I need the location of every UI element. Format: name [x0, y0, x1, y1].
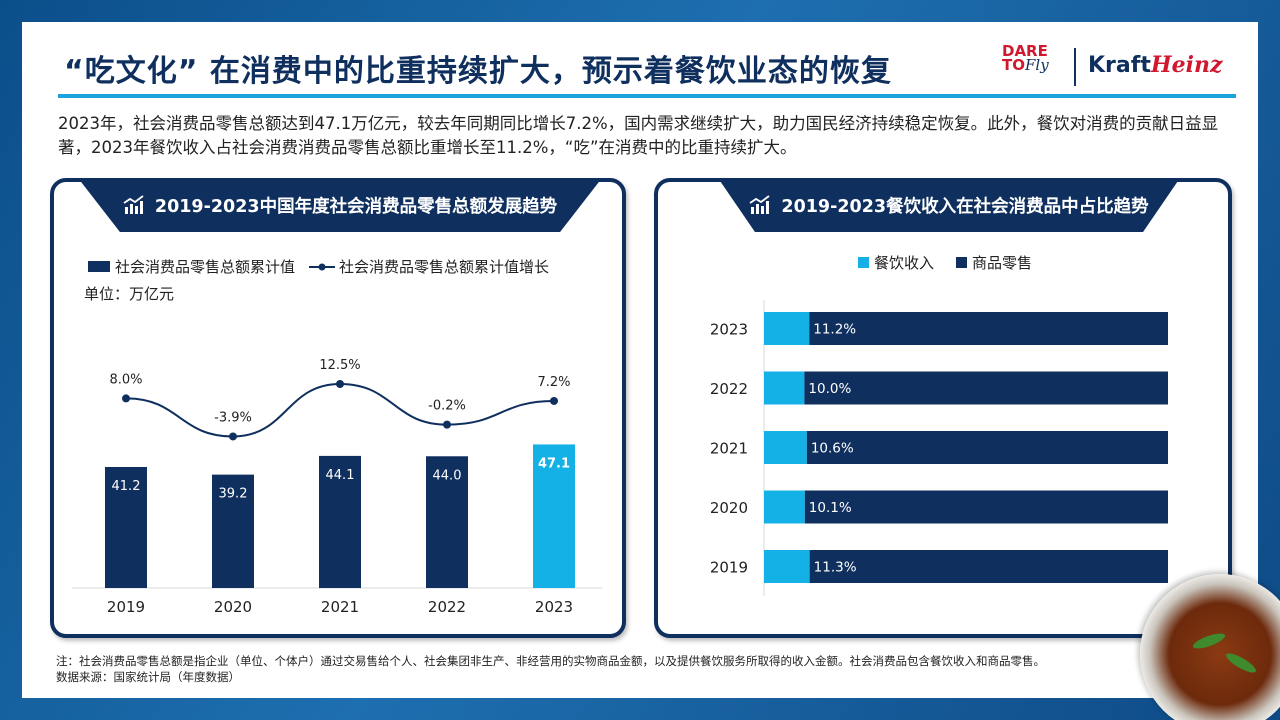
x-tick-label: 2023 [535, 598, 573, 616]
food-dish-image [1140, 574, 1280, 720]
legend-label-catering: 餐饮收入 [874, 254, 935, 272]
page-title: “吃文化” 在消费中的比重持续扩大，预示着餐饮业态的恢复 [64, 54, 892, 89]
legend-label-bar: 社会消费品零售总额累计值 [115, 258, 296, 276]
y-tick-label: 2023 [710, 321, 748, 339]
footnote-source: 数据来源：国家统计局（年度数据） [56, 670, 240, 684]
catering-data-label: 11.2% [813, 322, 856, 338]
x-tick-label: 2021 [321, 598, 359, 616]
growth-point [229, 432, 237, 441]
chart-icon [123, 195, 144, 214]
bar-data-label: 41.2 [112, 479, 141, 494]
footnote-note: 注：社会消费品零售总额是指企业（单位、个体户）通过交易售给个人、社会集团非生产、… [56, 654, 1045, 668]
growth-data-label: 8.0% [109, 372, 142, 387]
logo: DARE TOFly KraftHeinz [1002, 44, 1232, 90]
retail-sales-panel: 2019-2023中国年度社会消费品零售总额发展趋势 社会消费品零售总额累计值 … [50, 178, 626, 638]
bar [533, 444, 575, 588]
y-tick-label: 2021 [710, 440, 748, 458]
growth-data-label: 12.5% [319, 358, 360, 373]
panel-title-tab: 2019-2023中国年度社会消费品零售总额发展趋势 [78, 178, 602, 232]
kraft-heinz-logo: KraftHeinz [1088, 52, 1223, 78]
catering-data-label: 10.1% [809, 500, 852, 516]
panel-title: 2019-2023餐饮收入在社会消费品中占比趋势 [781, 196, 1149, 217]
retail-bar [809, 550, 1168, 583]
catering-data-label: 10.6% [811, 441, 854, 457]
catering-bar [764, 550, 810, 583]
retail-bar [804, 490, 1168, 524]
slide: “吃文化” 在消费中的比重持续扩大，预示着餐饮业态的恢复 DARE TOFly … [22, 22, 1258, 698]
legend: 社会消费品零售总额累计值 社会消费品零售总额累计值增长 [88, 256, 549, 277]
growth-point [443, 420, 451, 429]
y-tick-label: 2020 [710, 499, 748, 517]
panel-title: 2019-2023中国年度社会消费品零售总额发展趋势 [154, 196, 558, 217]
growth-line [125, 382, 555, 438]
legend-swatch-catering [858, 257, 869, 268]
growth-data-label: -0.2% [428, 399, 466, 414]
catering-bar [764, 312, 810, 345]
retail-bar [809, 312, 1168, 345]
catering-data-label: 10.0% [808, 381, 851, 397]
catering-share-panel: 2019-2023餐饮收入在社会消费品中占比趋势 餐饮收入 商品零售 2023 1… [654, 178, 1232, 638]
bar [426, 456, 468, 588]
legend-label-retail: 商品零售 [972, 254, 1033, 272]
catering-bar [764, 431, 807, 464]
x-tick-label: 2019 [107, 598, 145, 616]
growth-point [336, 380, 344, 388]
catering-data-label: 11.3% [814, 560, 857, 576]
growth-data-label: 7.2% [537, 375, 570, 390]
legend: 餐饮收入 商品零售 [858, 252, 1032, 273]
x-tick-label: 2022 [428, 598, 466, 616]
unit-label: 单位：万亿元 [84, 285, 175, 303]
logo-divider [1074, 48, 1076, 86]
bar [212, 474, 254, 588]
bar-data-label: 47.1 [538, 456, 570, 471]
retail-bar [806, 431, 1168, 464]
catering-bar [764, 490, 805, 524]
bar-data-label: 44.1 [326, 468, 355, 483]
title-rule [58, 94, 1236, 98]
legend-swatch-bar [88, 261, 110, 272]
retail-bar [804, 371, 1168, 405]
catering-bar [764, 371, 805, 405]
bar [105, 466, 147, 588]
intro-text: 2023年，社会消费品零售总额达到47.1万亿元，较去年同期同比增长7.2%，国… [58, 114, 1219, 157]
legend-label-line: 社会消费品零售总额累计值增长 [339, 258, 550, 276]
panel-title-tab: 2019-2023餐饮收入在社会消费品中占比趋势 [718, 178, 1180, 232]
legend-swatch-line [309, 263, 336, 270]
bar-data-label: 44.0 [433, 468, 462, 483]
bar-data-label: 39.2 [219, 487, 248, 502]
retail-sales-chart: 41.2 2019 39.2 2020 44.1 2021 44.0 2022 47.1 2023… [72, 358, 602, 616]
catering-share-chart: 2023 11.2% 2022 10.0% 2021 10.6% 2020 10.1% 2019… [710, 300, 1168, 596]
x-tick-label: 2020 [214, 598, 252, 616]
growth-point [550, 396, 558, 405]
y-tick-label: 2022 [710, 380, 748, 398]
growth-point [122, 394, 130, 403]
y-tick-label: 2019 [710, 559, 748, 577]
growth-data-label: -3.9% [214, 410, 252, 425]
chart-icon [749, 195, 770, 214]
legend-swatch-retail [956, 257, 968, 268]
dare-to-fly-logo: DARE TOFly [1002, 42, 1049, 74]
bar [319, 455, 361, 588]
footnote: 注：社会消费品零售总额是指企业（单位、个体户）通过交易售给个人、社会集团非生产、… [56, 653, 1045, 685]
